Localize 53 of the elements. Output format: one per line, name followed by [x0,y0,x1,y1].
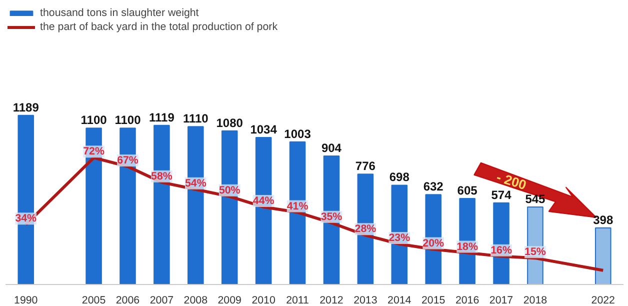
bar [221,130,238,284]
data-label: 34% [15,212,38,225]
data-label: 632 [423,180,444,194]
data-label: 574 [491,188,512,202]
x-tick-label: 2016 [455,294,480,306]
data-label: 50% [218,184,241,196]
data-label: 28% [354,223,377,236]
data-label: 18% [456,240,478,253]
x-tick-label: 1990 [14,294,38,306]
bar [594,227,612,284]
data-label: 1100 [80,113,108,128]
data-label: 15% [524,246,546,258]
data-label: 545 [525,192,546,206]
x-tick-label: 2010 [252,294,276,306]
data-label: 1003 [284,126,312,141]
x-tick-label: 2013 [354,294,378,306]
data-label: 776 [355,159,376,174]
legend-label: thousand tons in slaughter weight [40,7,199,19]
data-label: 16% [490,244,512,256]
x-tick-label: 2012 [320,294,344,306]
data-label: 41% [286,200,309,212]
data-label: 1080 [216,116,244,130]
x-tick-label: 2014 [388,294,412,306]
bar [120,128,136,284]
data-label: 20% [422,237,445,250]
data-label: 904 [321,140,342,155]
data-label: 54% [184,177,207,190]
x-tick-label: 2011 [286,294,310,306]
data-label: 35% [320,210,343,223]
data-label: 1100 [114,113,142,128]
x-tick-label: 2007 [150,294,174,306]
x-tick-label: 2018 [523,294,548,306]
data-label: 67% [117,154,139,166]
data-label: 1119 [149,110,175,124]
data-label: 1034 [250,122,278,136]
data-label: 698 [389,170,410,184]
data-label: 44% [252,195,275,207]
data-label: 398 [593,212,614,227]
bar [18,114,34,284]
x-tick-label: 2008 [184,294,208,306]
x-tick-label: 2017 [489,294,514,306]
data-label: 1110 [182,112,209,126]
x-tick-label: 2006 [116,294,140,306]
data-label: 58% [151,170,173,182]
data-label: 23% [388,232,411,244]
x-tick-label: 2009 [218,294,242,306]
data-label: 72% [83,146,105,158]
data-label: 605 [457,183,478,198]
x-tick-label: 2015 [421,294,446,306]
data-label: 1189 [12,100,40,114]
legend-label: the part of back yard in the total production of pork [40,21,278,33]
x-tick-label: 2005 [82,294,106,306]
x-tick-label: 2022 [591,294,616,306]
